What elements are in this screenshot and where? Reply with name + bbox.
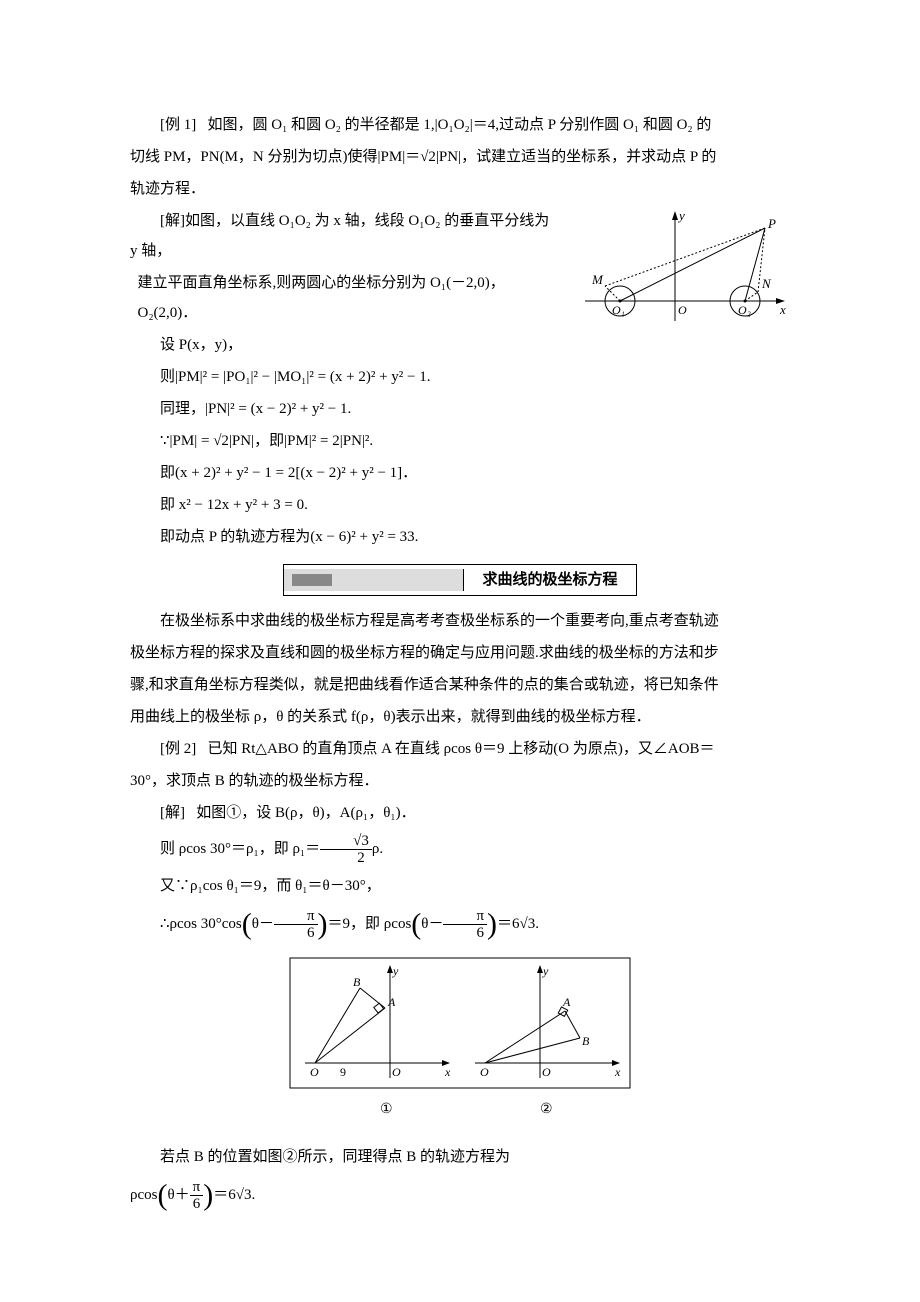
svg-text:O: O — [392, 1065, 401, 1079]
para-line2: 极坐标方程的探求及直线和圆的极坐标方程的确定与应用问题.求曲线的极坐标的方法和步 — [130, 638, 790, 668]
solution2-label: [解] — [160, 805, 185, 821]
svg-text:y: y — [392, 964, 399, 978]
example1-figure: y x P M N O₁ O O₂ — [570, 206, 790, 347]
solution1-line8: 即 x² − 12x + y² + 3 = 0. — [130, 490, 790, 520]
example2-svg: y x B A O 9 O y x A B O O ① ② — [280, 953, 640, 1123]
svg-text:y: y — [677, 208, 685, 223]
svg-text:x: x — [614, 1065, 621, 1079]
solution2-line1: [解] 如图①，设 B(ρ，θ)，A(ρ₁，θ₁)． — [130, 798, 790, 828]
svg-text:O: O — [480, 1065, 489, 1079]
svg-text:O: O — [310, 1065, 319, 1079]
solution2-line3: 又∵ρ₁cos θ₁＝9，而 θ₁＝θ－30°， — [130, 871, 790, 901]
svg-text:B: B — [582, 1034, 590, 1048]
example1-label: [例 1] — [160, 117, 196, 133]
svg-text:y: y — [542, 964, 549, 978]
solution1-line7: 即(x + 2)² + y² − 1 = 2[(x − 2)² + y² − 1… — [130, 458, 790, 488]
solution2-case2: 若点 B 的位置如图②所示，同理得点 B 的轨迹方程为 — [130, 1142, 790, 1172]
svg-text:O: O — [678, 303, 687, 317]
svg-text:O: O — [542, 1065, 551, 1079]
example1-problem-line3: 轨迹方程． — [130, 174, 790, 204]
section-header-decoration — [284, 569, 464, 591]
subplot1-label: ① — [380, 1102, 393, 1117]
example2-label: [例 2] — [160, 741, 196, 757]
solution1-line4: 则|PM|² = |PO₁|² − |MO₁|² = (x + 2)² + y²… — [130, 362, 790, 392]
svg-text:P: P — [767, 216, 776, 231]
solution-label: [解] — [160, 213, 185, 229]
section-header-title: 求曲线的极坐标方程 — [464, 565, 635, 595]
solution2-line2: 则 ρcos 30°＝ρ₁，即 ρ₁＝√32ρ. — [130, 830, 790, 869]
svg-text:O₂: O₂ — [738, 303, 751, 317]
section-header: 求曲线的极坐标方程 — [283, 564, 636, 596]
para-line3: 骤,和求直角坐标方程类似，就是把曲线看作适合某种条件的点的集合或轨迹，将已知条件 — [130, 670, 790, 700]
svg-text:9: 9 — [340, 1065, 346, 1079]
svg-text:O₁: O₁ — [612, 303, 625, 317]
solution1-line9: 即动点 P 的轨迹方程为(x − 6)² + y² = 33. — [130, 522, 790, 552]
solution1-line6: ∵|PM| = √2|PN|，即|PM|² = 2|PN|². — [130, 426, 790, 456]
svg-text:N: N — [761, 276, 772, 291]
svg-text:A: A — [387, 995, 396, 1009]
example1-problem-line2: 切线 PM，PN(M，N 分别为切点)使得|PM|＝√2|PN|，试建立适当的坐… — [130, 142, 790, 172]
solution2-final: ρcos(θ＋π6)＝6√3. — [130, 1174, 790, 1216]
example2-problem-line2: 30°，求顶点 B 的轨迹的极坐标方程． — [130, 766, 790, 796]
solution1-line5: 同理，|PN|² = (x − 2)² + y² − 1. — [130, 394, 790, 424]
example1-problem-line1: [例 1] 如图，圆 O₁ 和圆 O₂ 的半径都是 1,|O₁O₂|＝4,过动点… — [130, 110, 790, 140]
svg-text:x: x — [779, 302, 786, 317]
example2-figure: y x B A O 9 O y x A B O O ① ② — [130, 953, 790, 1134]
svg-text:x: x — [444, 1065, 451, 1079]
example1-svg: y x P M N O₁ O O₂ — [570, 206, 790, 336]
para-line4: 用曲线上的极坐标 ρ，θ 的关系式 f(ρ，θ)表示出来，就得到曲线的极坐标方程… — [130, 702, 790, 732]
svg-text:A: A — [562, 995, 571, 1009]
svg-text:M: M — [591, 272, 604, 287]
solution2-line4: ∴ρcos 30°cos(θ－π6)＝9，即 ρcos(θ－π6)＝6√3. — [130, 903, 790, 945]
para-line1: 在极坐标系中求曲线的极坐标方程是高考考查极坐标系的一个重要考向,重点考查轨迹 — [130, 606, 790, 636]
svg-text:B: B — [353, 975, 361, 989]
example2-problem-line1: [例 2] 已知 Rt△ABO 的直角顶点 A 在直线 ρcos θ＝9 上移动… — [130, 734, 790, 764]
subplot2-label: ② — [540, 1102, 553, 1117]
